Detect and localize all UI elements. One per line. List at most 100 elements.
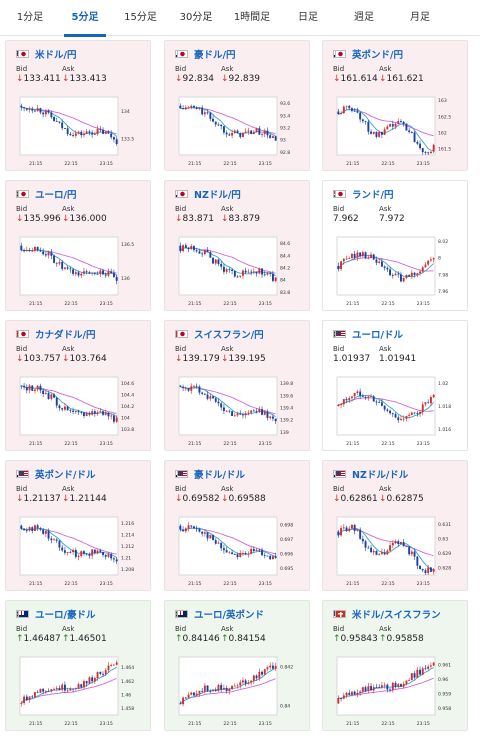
tab-2[interactable]: 5分足 [58, 0, 112, 37]
candle-body [99, 128, 102, 130]
candle-body [187, 247, 190, 250]
rate-card[interactable]: ユーロ/豪ドル Bid Ask ↑1.46487 ↑1.46501 1.464 1.462 1… [5, 600, 151, 731]
x-tick-label: 22:15 [381, 581, 394, 587]
candle-body [85, 131, 88, 134]
candle-body [250, 271, 253, 273]
candle-body [375, 131, 378, 137]
tab-6[interactable]: 日足 [298, 12, 318, 23]
x-tick-label: 23:15 [417, 161, 430, 167]
candle-body [397, 541, 400, 544]
y-tick-label: 161.5 [438, 147, 451, 153]
candle-body [391, 275, 394, 276]
currency-pair-link[interactable]: 豪ドル/ドル [194, 470, 245, 481]
ask-value: 0.62875 [386, 494, 424, 504]
candle-body [233, 554, 236, 555]
rate-card[interactable]: ユーロ/英ポンド Bid Ask ↑0.84146 ↑0.84154 0.842 0.84 2… [164, 600, 310, 731]
candle-body [247, 130, 250, 132]
rate-card[interactable]: 米ドル/円 Bid Ask ↓133.411 ↓133.413 134 133.5 21:15… [5, 40, 151, 171]
candle-body [223, 407, 225, 411]
candle-body [272, 665, 274, 669]
y-tick-label: 93.2 [280, 126, 290, 132]
candle-body [69, 688, 72, 691]
candle-body [375, 401, 378, 403]
rate-card[interactable]: 豪ドル/ドル Bid Ask ↓0.69582 ↓0.69588 0.698 0.697 0.… [164, 460, 310, 591]
candle-body [394, 682, 397, 687]
ask-label: Ask [379, 345, 392, 353]
ask-value: 1.46501 [69, 634, 107, 644]
candle-body [31, 527, 34, 531]
x-tick-label: 21:15 [188, 301, 201, 307]
candle-body [198, 528, 201, 532]
candle-body [115, 277, 118, 281]
candle-body [410, 412, 413, 415]
x-tick-label: 22:15 [381, 721, 394, 727]
rate-card[interactable]: スイスフラン/円 Bid Ask ↓139.179 ↓139.195 139.8 139.6… [164, 320, 310, 451]
rate-card[interactable]: ランド/円 Bid Ask 7.962 7.972 8.02 8 7.98 7.96 21:15 2… [322, 180, 468, 311]
currency-pair-link[interactable]: 英ポンド/ドル [35, 470, 96, 481]
arrow-down-icon: ↓ [175, 214, 183, 224]
currency-pair-link[interactable]: ユーロ/豪ドル [35, 610, 96, 621]
rate-card[interactable]: NZドル/円 Bid Ask ↓83.871 ↓83.879 84.6 84.4 84.2 84… [164, 180, 310, 311]
tab-4[interactable]: 30分足 [179, 12, 213, 23]
rate-card[interactable]: 英ポンド/ドル Bid Ask ↓1.21137 ↓1.21144 1.216 1.214 1… [5, 460, 151, 591]
candle-body [337, 266, 340, 269]
chart-plot-area [336, 96, 436, 156]
candle-body [228, 689, 231, 691]
arrow-down-icon: ↓ [379, 494, 387, 504]
tab-7[interactable]: 週足 [354, 12, 374, 23]
candle-body [364, 121, 367, 122]
currency-pair-link[interactable]: ユーロ/ドル [352, 330, 403, 341]
y-tick-label: 93.6 [280, 101, 290, 107]
currency-pair-link[interactable]: 米ドル/スイスフラン [352, 610, 441, 621]
tab-5[interactable]: 1時間足 [233, 12, 271, 23]
candle-body [187, 525, 190, 529]
rate-card[interactable]: カナダドル/円 Bid Ask ↓103.757 ↓103.764 104.6 104.4 1… [5, 320, 151, 451]
y-tick-label: 1.462 [121, 679, 134, 685]
candle-body [184, 697, 187, 699]
rate-card-header: ユーロ/円 [16, 188, 77, 201]
y-tick-label: 0.63 [438, 537, 448, 543]
candle-body [99, 270, 102, 275]
currency-pair-link[interactable]: ユーロ/円 [35, 190, 77, 201]
y-tick-label: 0.961 [438, 662, 451, 668]
candle-body [356, 391, 359, 393]
arrow-down-icon: ↓ [221, 214, 229, 224]
x-tick-label: 23:15 [259, 721, 272, 727]
candle-body [266, 555, 269, 557]
rate-card[interactable]: ユーロ/円 Bid Ask ↓135.996 ↓136.000 136.5 136 21:15… [5, 180, 151, 311]
currency-pair-link[interactable]: ランド/円 [352, 190, 394, 201]
rate-card[interactable]: 豪ドル/円 Bid Ask ↓92.834 ↓92.839 93.6 93.4 93.2 93 9… [164, 40, 310, 171]
tab-3[interactable]: 15分足 [124, 12, 157, 23]
bid-price: 1.01937 [333, 354, 370, 364]
candle-body [408, 546, 411, 555]
rate-card[interactable]: 米ドル/スイスフラン Bid Ask ↑0.95843 ↑0.95858 0.961 0.9… [322, 600, 468, 731]
currency-pair-link[interactable]: 米ドル/円 [35, 50, 77, 61]
currency-pair-link[interactable]: 豪ドル/円 [194, 50, 236, 61]
currency-pair-link[interactable]: NZドル/円 [194, 190, 241, 201]
x-tick-label: 23:15 [417, 441, 430, 447]
currency-pair-link[interactable]: カナダドル/円 [35, 330, 96, 341]
candle-body [182, 108, 184, 110]
currency-pair-link[interactable]: NZドル/ドル [352, 470, 409, 481]
candle-body [91, 677, 94, 682]
ask-value: 1.21144 [69, 494, 107, 504]
rate-card[interactable]: 英ポンド/円 Bid Ask ↓161.614 ↓161.621 163 162.5 162 1… [322, 40, 468, 171]
rate-card[interactable]: NZドル/ドル Bid Ask ↓0.62861 ↓0.62875 0.631 0.63 0.… [322, 460, 468, 591]
currency-pair-link[interactable]: スイスフラン/円 [194, 330, 264, 341]
currency-pair-link[interactable]: 英ポンド/円 [352, 50, 403, 61]
candle-body [419, 411, 421, 414]
candle-body [266, 411, 269, 418]
tab-1[interactable]: 1分足 [16, 12, 44, 23]
candle-body [342, 258, 345, 262]
candle-body [53, 539, 55, 541]
candle-body [198, 386, 201, 393]
candle-body [225, 550, 228, 553]
candle-body [419, 271, 421, 274]
currency-pair-link[interactable]: ユーロ/英ポンド [194, 610, 264, 621]
candle-body [107, 412, 110, 417]
candle-body [421, 569, 424, 571]
tab-8[interactable]: 月足 [410, 12, 430, 23]
candle-body [225, 132, 228, 135]
arrow-down-icon: ↓ [62, 74, 70, 84]
rate-card[interactable]: ユーロ/ドル Bid Ask 1.01937 1.01941 1.02 1.018 1.016… [322, 320, 468, 451]
